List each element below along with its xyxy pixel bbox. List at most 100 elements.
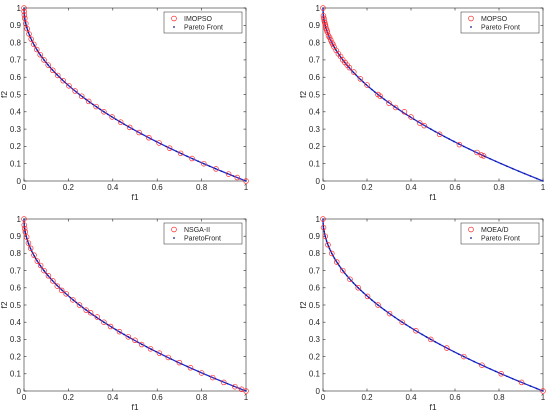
algorithm-point	[138, 341, 145, 348]
y-tick-label: 0	[316, 177, 321, 186]
algorithm-point	[94, 314, 101, 320]
algorithm-point	[413, 328, 419, 334]
algorithm-point	[28, 36, 34, 42]
pareto-front-point	[529, 385, 532, 387]
y-tick-label: 0.7	[10, 56, 22, 65]
pareto-front-point	[489, 368, 491, 370]
y-tick-label: 0.2	[309, 352, 321, 361]
pareto-front-point	[511, 167, 514, 170]
algorithm-point	[386, 310, 393, 317]
algorithm-point	[480, 153, 487, 159]
algorithm-point	[70, 297, 76, 303]
pareto-front-point	[75, 301, 78, 304]
pareto-front-point	[47, 64, 49, 66]
pareto-front-point	[430, 338, 432, 341]
x-tick-label: 0	[321, 393, 326, 402]
algorithm-point	[41, 267, 47, 274]
algorithm-point	[408, 114, 414, 120]
y-tick-label: 0.8	[309, 38, 321, 47]
pareto-front-point	[81, 306, 84, 309]
pareto-front-point	[119, 331, 121, 333]
pareto-front-point	[328, 247, 331, 250]
pareto-front-point	[473, 360, 475, 363]
pareto-front-point	[51, 279, 54, 282]
pareto-front-point	[405, 323, 407, 326]
algorithm-point	[41, 57, 47, 63]
algorithm-point	[21, 216, 27, 222]
algorithm-point	[324, 29, 331, 35]
pareto-front-point	[380, 306, 382, 309]
pareto-front-point	[463, 355, 465, 358]
pareto-front-point	[342, 59, 344, 61]
pareto-front-point	[61, 78, 63, 81]
algorithm-point	[101, 109, 107, 115]
plot-panel-3: 0 0.2 0.4 0.6 0.8 1 0 0.1 0.2 0.3 0.4 0.5 0.6 0.7 0.8 0…	[0, 215, 249, 412]
legend-entry-algorithm: NSGA-II	[184, 227, 210, 234]
pareto-front-point	[500, 373, 503, 375]
y-tick-label: 0.9	[10, 21, 22, 30]
algorithm-point	[346, 64, 353, 71]
pareto-front-line	[322, 7, 544, 182]
pareto-front-point	[359, 78, 362, 81]
pareto-front-point	[99, 108, 101, 111]
algorithm-point	[177, 150, 184, 157]
pareto-front-point	[95, 316, 98, 319]
pareto-front-point	[103, 321, 105, 324]
pareto-front-point	[30, 39, 33, 41]
pareto-front-point	[345, 274, 348, 277]
pareto-front-point	[430, 128, 432, 130]
pareto-front-point	[245, 390, 247, 392]
pareto-front-point	[421, 333, 423, 336]
y-tick-label: 1	[17, 215, 22, 224]
algorithm-point	[187, 365, 194, 371]
pareto-front-point	[535, 387, 538, 390]
algorithm-point	[355, 285, 361, 291]
pareto-front-point	[72, 299, 75, 301]
algorithm-point	[225, 171, 232, 177]
pareto-front-point	[186, 365, 188, 368]
pareto-front-point	[413, 118, 415, 121]
algorithm-point	[540, 388, 546, 394]
algorithm-point	[31, 252, 37, 258]
algorithm-point	[320, 5, 326, 11]
y-tick-label: 0.3	[10, 125, 22, 134]
x-tick-label: 0.6	[449, 393, 461, 402]
y-tick-label: 0.2	[10, 352, 22, 361]
pareto-front-point	[28, 34, 31, 36]
pareto-front-point	[352, 71, 355, 74]
algorithm-point	[76, 302, 83, 308]
pareto-front-point	[352, 282, 355, 284]
x-tick-label: 1	[244, 393, 249, 402]
pareto-front-point	[141, 343, 143, 346]
algorithm-point	[209, 374, 216, 381]
algorithm-point	[392, 104, 399, 111]
x-tick-label: 0.8	[196, 393, 208, 402]
legend-entry-algorithm: MOPSO	[481, 16, 508, 23]
algorithm-point	[87, 309, 94, 316]
x-tick-label: 0	[22, 183, 27, 192]
algorithm-point	[474, 149, 480, 156]
pareto-front-point	[453, 350, 455, 353]
pareto-front-point	[322, 7, 324, 9]
algorithm-point	[26, 31, 32, 37]
x-tick-label: 1	[244, 183, 249, 192]
legend-marker-circle	[171, 15, 177, 22]
algorithm-point	[50, 67, 56, 74]
pareto-front-point	[186, 155, 188, 158]
y-tick-label: 0	[17, 177, 22, 186]
algorithm-point	[126, 124, 133, 131]
algorithm-point	[78, 93, 85, 99]
y-tick-label: 0.1	[10, 160, 22, 169]
algorithm-point	[325, 242, 331, 248]
pareto-front-point	[88, 311, 91, 314]
algorithm-point	[146, 135, 152, 141]
pareto-front-point	[203, 162, 205, 165]
pareto-front-point	[23, 223, 25, 225]
legend-marker-dot	[470, 237, 472, 239]
pareto-front-point	[489, 157, 491, 160]
pareto-front-point	[26, 26, 28, 29]
y-tick-label: 0.7	[309, 56, 321, 65]
pareto-front-point	[47, 274, 49, 277]
algorithm-point	[176, 359, 183, 366]
